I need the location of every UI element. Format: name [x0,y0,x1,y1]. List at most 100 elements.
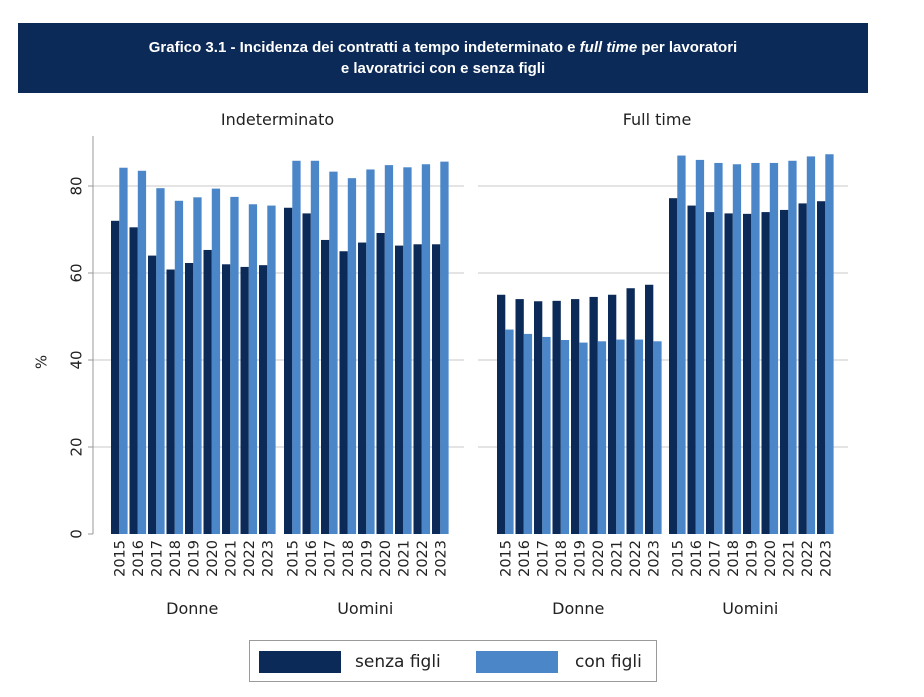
bar [515,299,524,534]
x-tick-label: 2022 [242,540,258,577]
x-tick-label: 2022 [800,540,816,577]
bar [780,209,789,534]
legend-swatch-senza-figli [259,651,341,673]
bar [302,213,311,534]
x-tick-label: 2019 [359,540,375,577]
y-tick-label: 60 [67,263,85,282]
bar [825,154,834,534]
bar [724,213,733,534]
bar [579,342,588,534]
bar [310,160,320,534]
x-tick-label: 2017 [149,540,165,577]
chart-title-line1: Grafico 3.1 - Incidenza dei contratti a … [18,37,868,58]
group-label: Donne [166,599,218,618]
x-tick-label: 2021 [609,540,625,577]
legend-label-senza-figli: senza figli [355,652,441,672]
bar [421,164,431,534]
x-tick-label: 2018 [341,540,357,577]
y-tick-label: 80 [67,176,85,195]
bar [211,188,221,535]
x-tick-label: 2016 [304,540,320,577]
bar [687,205,696,534]
bar [560,339,570,534]
bar [230,196,239,535]
bar [240,266,249,534]
y-tick-label: 20 [67,437,85,456]
x-tick-label: 2021 [223,540,239,577]
bar [751,162,760,534]
x-tick-label: 2018 [554,540,570,577]
bar [267,205,276,534]
bar [695,159,705,534]
x-tick-label: 2015 [285,540,301,577]
group-label: Uomini [722,599,778,618]
x-tick-label: 2016 [689,540,705,577]
x-tick-label: 2023 [433,540,449,577]
x-tick-label: 2021 [781,540,797,577]
x-tick-label: 2021 [396,540,412,577]
bar [534,301,543,534]
bar [119,167,128,535]
bar [552,300,561,534]
bar [376,232,385,535]
bar [384,165,394,534]
bar [248,204,258,534]
bar [798,203,807,534]
x-tick-label: 2023 [818,540,834,577]
legend-label-con-figli: con figli [575,652,642,672]
bar [505,329,514,534]
x-tick-label: 2017 [707,540,723,577]
bar [743,213,752,534]
x-tick-label: 2023 [260,540,276,577]
bar [432,244,441,535]
x-tick-label: 2017 [322,540,338,577]
x-tick-label: 2018 [726,540,742,577]
chart-title-line2: e lavoratrici con e senza figli [340,60,546,77]
x-tick-label: 2019 [572,540,588,577]
panel-title: Full time [623,110,692,129]
group-label: Donne [552,599,604,618]
bar [788,160,797,534]
y-tick-label: 40 [67,350,85,369]
bar [616,339,625,534]
bar [193,197,202,534]
bar [156,188,165,534]
bar [806,156,816,535]
x-tick-label: 2022 [628,540,644,577]
bar [653,341,662,534]
x-tick-label: 2020 [205,540,221,577]
bar [203,249,212,534]
bar [403,167,412,535]
chart-title-italic: full time [579,39,638,56]
x-tick-label: 2016 [517,540,533,577]
bar [358,242,367,535]
legend-swatch-con-figli [476,651,558,673]
x-tick-label: 2016 [131,540,147,577]
y-tick-label: 0 [67,529,85,539]
bar [714,162,723,534]
bar [174,200,184,535]
x-tick-label: 2022 [415,540,431,577]
bar [497,294,506,534]
bar [706,212,715,534]
x-tick-label: 2015 [670,540,686,577]
bar [669,198,678,534]
bar [817,201,826,534]
bar [523,333,533,534]
bar [542,336,551,534]
bar [321,239,330,534]
bar [395,245,404,534]
panel-title: Indeterminato [221,110,334,129]
bar [597,341,607,534]
chart-title-banner: Grafico 3.1 - Incidenza dei contratti a … [18,23,868,93]
bar [761,212,770,534]
bar [329,171,338,534]
bar [608,294,617,534]
x-tick-label: 2023 [646,540,662,577]
bar [677,155,686,535]
bar [626,288,635,534]
x-tick-label: 2019 [744,540,760,577]
bar [769,162,779,534]
bar [634,339,644,534]
